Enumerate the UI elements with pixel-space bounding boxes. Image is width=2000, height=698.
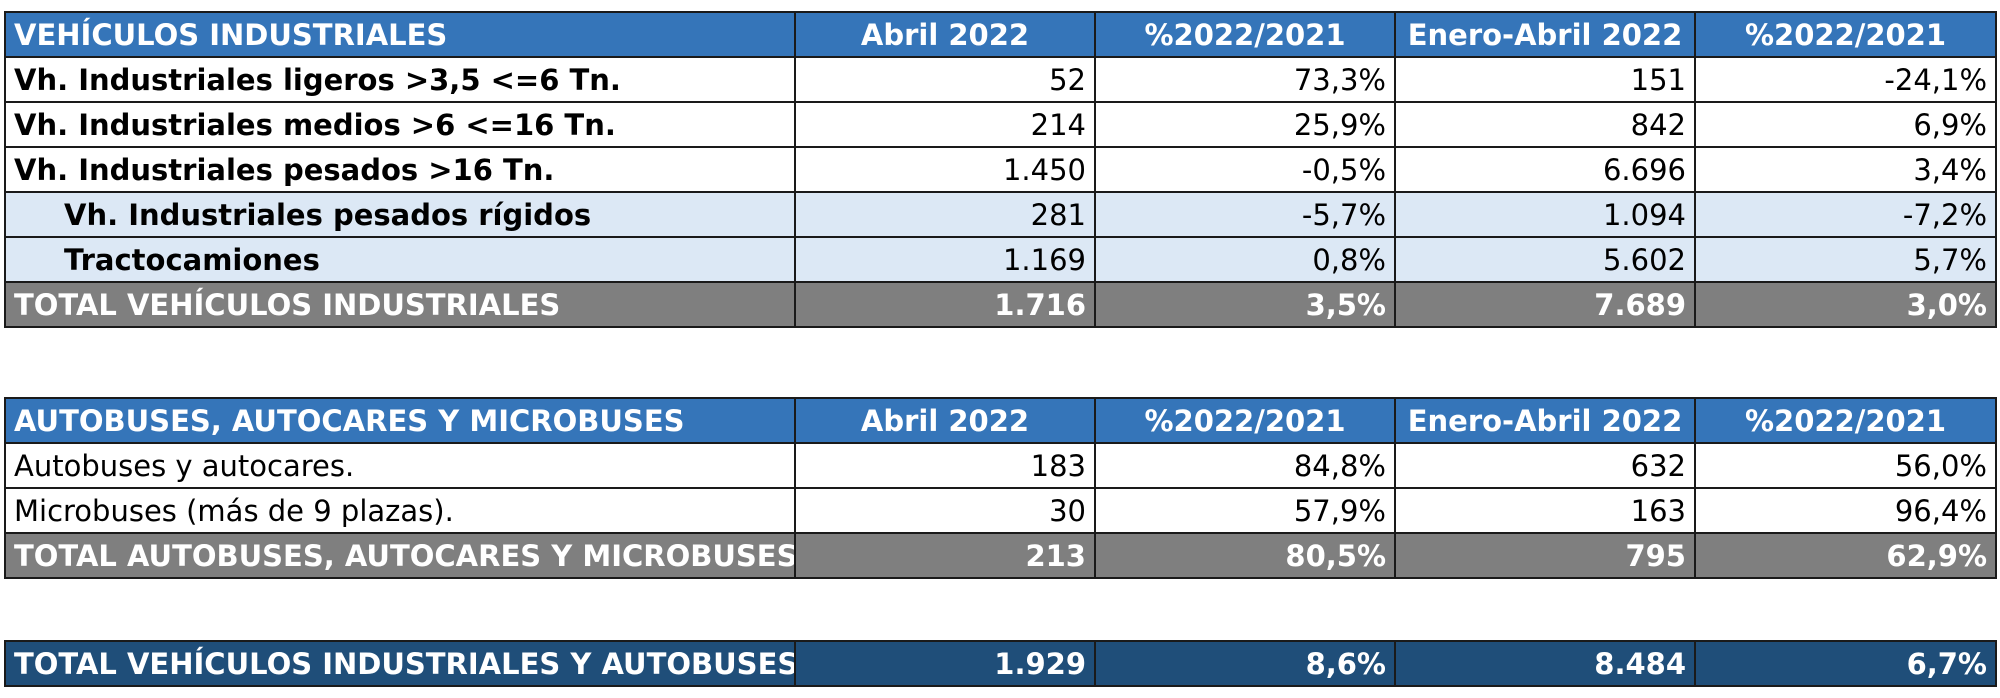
header-month-change: %2022/2021	[1094, 11, 1396, 58]
cell-ytd-change: 3,4%	[1694, 146, 1997, 193]
row-label: Vh. Industriales medios >6 <=16 Tn.	[4, 101, 796, 148]
header-ytd-change: %2022/2021	[1694, 397, 1997, 444]
cell-ytd: 151	[1394, 56, 1696, 103]
grand-total-ytd: 8.484	[1394, 640, 1696, 687]
total-month: 1.716	[794, 281, 1096, 328]
row-label: Tractocamiones	[4, 236, 796, 283]
grand-total-month-change: 8,6%	[1094, 640, 1396, 687]
header-month: Abril 2022	[794, 11, 1096, 58]
cell-month: 30	[794, 487, 1096, 534]
table-row: Vh. Industriales medios >6 <=16 Tn. 214 …	[4, 101, 1997, 148]
table-row: Vh. Industriales ligeros >3,5 <=6 Tn. 52…	[4, 56, 1997, 103]
row-label: Vh. Industriales pesados rígidos	[4, 191, 796, 238]
header-month: Abril 2022	[794, 397, 1096, 444]
grand-total-label: TOTAL VEHÍCULOS INDUSTRIALES Y AUTOBUSES	[4, 640, 796, 687]
table-row: Autobuses y autocares. 183 84,8% 632 56,…	[4, 442, 1997, 489]
header-ytd-change: %2022/2021	[1694, 11, 1997, 58]
row-label: Vh. Industriales ligeros >3,5 <=6 Tn.	[4, 56, 796, 103]
cell-ytd-change: 6,9%	[1694, 101, 1997, 148]
buses-header-row: AUTOBUSES, AUTOCARES Y MICROBUSES Abril …	[4, 397, 1997, 444]
cell-month: 281	[794, 191, 1096, 238]
total-label: TOTAL VEHÍCULOS INDUSTRIALES	[4, 281, 796, 328]
cell-month-change: -0,5%	[1094, 146, 1396, 193]
total-ytd-change: 62,9%	[1694, 532, 1997, 579]
cell-month: 1.450	[794, 146, 1096, 193]
cell-ytd: 5.602	[1394, 236, 1696, 283]
buses-total-row: TOTAL AUTOBUSES, AUTOCARES Y MICROBUSES …	[4, 532, 1997, 579]
cell-ytd: 1.094	[1394, 191, 1696, 238]
cell-month-change: 84,8%	[1094, 442, 1396, 489]
row-label: Autobuses y autocares.	[4, 442, 796, 489]
total-ytd-change: 3,0%	[1694, 281, 1997, 328]
table-row: Microbuses (más de 9 plazas). 30 57,9% 1…	[4, 487, 1997, 534]
cell-month-change: 57,9%	[1094, 487, 1396, 534]
cell-ytd-change: -7,2%	[1694, 191, 1997, 238]
buses-header-label: AUTOBUSES, AUTOCARES Y MICROBUSES	[4, 397, 796, 444]
total-ytd: 795	[1394, 532, 1696, 579]
cell-month-change: 73,3%	[1094, 56, 1396, 103]
row-label: Vh. Industriales pesados >16 Tn.	[4, 146, 796, 193]
grand-total-ytd-change: 6,7%	[1694, 640, 1997, 687]
header-ytd: Enero-Abril 2022	[1394, 11, 1696, 58]
grand-total-month: 1.929	[794, 640, 1096, 687]
row-label: Microbuses (más de 9 plazas).	[4, 487, 796, 534]
total-ytd: 7.689	[1394, 281, 1696, 328]
cell-month-change: 25,9%	[1094, 101, 1396, 148]
cell-ytd: 842	[1394, 101, 1696, 148]
cell-month: 214	[794, 101, 1096, 148]
cell-ytd-change: 56,0%	[1694, 442, 1997, 489]
table-subrow: Vh. Industriales pesados rígidos 281 -5,…	[4, 191, 1997, 238]
industrial-header-row: VEHÍCULOS INDUSTRIALES Abril 2022 %2022/…	[4, 11, 1997, 58]
cell-month-change: 0,8%	[1094, 236, 1396, 283]
industrial-total-row: TOTAL VEHÍCULOS INDUSTRIALES 1.716 3,5% …	[4, 281, 1997, 328]
total-month-change: 80,5%	[1094, 532, 1396, 579]
buses-table: AUTOBUSES, AUTOCARES Y MICROBUSES Abril …	[4, 397, 1997, 579]
cell-ytd-change: 96,4%	[1694, 487, 1997, 534]
cell-month: 52	[794, 56, 1096, 103]
cell-month: 183	[794, 442, 1096, 489]
grand-total-table: TOTAL VEHÍCULOS INDUSTRIALES Y AUTOBUSES…	[4, 640, 1997, 687]
cell-month-change: -5,7%	[1094, 191, 1396, 238]
total-month: 213	[794, 532, 1096, 579]
total-label: TOTAL AUTOBUSES, AUTOCARES Y MICROBUSES	[4, 532, 796, 579]
industrial-header-label: VEHÍCULOS INDUSTRIALES	[4, 11, 796, 58]
cell-month: 1.169	[794, 236, 1096, 283]
cell-ytd-change: -24,1%	[1694, 56, 1997, 103]
table-row: Vh. Industriales pesados >16 Tn. 1.450 -…	[4, 146, 1997, 193]
cell-ytd-change: 5,7%	[1694, 236, 1997, 283]
header-ytd: Enero-Abril 2022	[1394, 397, 1696, 444]
industrial-vehicles-table: VEHÍCULOS INDUSTRIALES Abril 2022 %2022/…	[4, 11, 1997, 328]
grand-total-row: TOTAL VEHÍCULOS INDUSTRIALES Y AUTOBUSES…	[4, 640, 1997, 687]
table-subrow: Tractocamiones 1.169 0,8% 5.602 5,7%	[4, 236, 1997, 283]
header-month-change: %2022/2021	[1094, 397, 1396, 444]
cell-ytd: 632	[1394, 442, 1696, 489]
cell-ytd: 6.696	[1394, 146, 1696, 193]
cell-ytd: 163	[1394, 487, 1696, 534]
total-month-change: 3,5%	[1094, 281, 1396, 328]
